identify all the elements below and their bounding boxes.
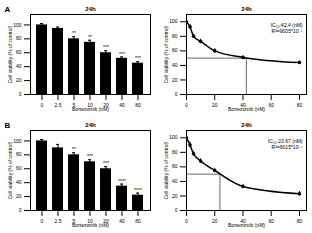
svg-text:24h: 24h: [241, 122, 252, 128]
svg-text:***: ***: [103, 160, 109, 166]
svg-text:**: **: [72, 146, 76, 152]
svg-text:**: **: [72, 30, 76, 36]
svg-text:100: 100: [13, 22, 22, 28]
svg-text:20: 20: [212, 102, 218, 108]
svg-text:0: 0: [19, 207, 22, 213]
svg-text:0: 0: [185, 218, 188, 224]
svg-text:20: 20: [16, 193, 22, 199]
svg-text:****: ****: [118, 178, 126, 184]
svg-text:Bortezomib (nM): Bortezomib (nM): [228, 222, 265, 228]
svg-text:Cell viability (% of control): Cell viability (% of control): [7, 25, 13, 83]
svg-text:0: 0: [19, 91, 22, 97]
svg-text:100: 100: [169, 18, 178, 24]
svg-text:2.5: 2.5: [55, 218, 62, 224]
svg-text:60: 60: [16, 165, 22, 171]
svg-text:80: 80: [297, 102, 303, 108]
svg-text:100: 100: [169, 134, 178, 140]
svg-text:40: 40: [16, 63, 22, 69]
svg-text:60: 60: [172, 47, 178, 53]
svg-text:20: 20: [212, 218, 218, 224]
svg-text:40: 40: [119, 102, 125, 108]
svg-text:***: ***: [87, 153, 93, 159]
svg-text:100: 100: [13, 138, 22, 144]
svg-text:20: 20: [172, 77, 178, 83]
svg-text:60: 60: [172, 163, 178, 169]
svg-text:80: 80: [172, 149, 178, 155]
svg-text:40: 40: [172, 62, 178, 68]
svg-text:80: 80: [297, 218, 303, 224]
svg-text:60: 60: [268, 218, 274, 224]
svg-text:0: 0: [185, 102, 188, 108]
svg-text:Bortezomib (nM): Bortezomib (nM): [72, 222, 109, 228]
svg-text:Bortezomib (nM): Bortezomib (nM): [228, 106, 265, 112]
svg-text:****: ****: [134, 187, 142, 193]
svg-text:***: ***: [119, 51, 125, 57]
svg-text:2.5: 2.5: [55, 102, 62, 108]
svg-text:24h: 24h: [85, 6, 96, 12]
svg-text:40: 40: [119, 218, 125, 224]
svg-text:Cell viability (% of control): Cell viability (% of control): [163, 141, 169, 199]
svg-text:60: 60: [16, 49, 22, 55]
svg-text:Cell viability (% of control): Cell viability (% of control): [163, 25, 169, 83]
svg-text:**: **: [88, 34, 92, 40]
svg-text:0: 0: [41, 218, 44, 224]
svg-text:IC₅₀:42.4 (nM)R²=9005*10⁻⁵: IC₅₀:42.4 (nM)R²=9005*10⁻⁵: [271, 22, 303, 34]
svg-text:40: 40: [172, 178, 178, 184]
svg-text:40: 40: [16, 179, 22, 185]
svg-text:80: 80: [16, 151, 22, 157]
svg-text:0: 0: [175, 91, 178, 97]
svg-text:24h: 24h: [85, 122, 96, 128]
svg-text:60: 60: [268, 102, 274, 108]
svg-text:80: 80: [135, 102, 141, 108]
svg-text:20: 20: [16, 77, 22, 83]
svg-text:20: 20: [172, 193, 178, 199]
svg-text:0: 0: [175, 207, 178, 213]
svg-text:24h: 24h: [241, 6, 252, 12]
svg-text:IC₅₀:23.67 (nM)R²=9015*10⁻⁵: IC₅₀:23.67 (nM)R²=9015*10⁻⁵: [268, 138, 303, 150]
svg-text:0: 0: [41, 102, 44, 108]
svg-text:80: 80: [172, 33, 178, 39]
svg-text:80: 80: [135, 218, 141, 224]
svg-text:***: ***: [135, 55, 141, 61]
svg-text:Cell viability (% of control): Cell viability (% of control): [7, 141, 13, 199]
svg-text:80: 80: [16, 35, 22, 41]
svg-text:Bortezomib (nM): Bortezomib (nM): [72, 106, 109, 112]
svg-text:A: A: [5, 5, 11, 14]
svg-text:B: B: [5, 121, 11, 130]
svg-text:***: ***: [103, 44, 109, 50]
